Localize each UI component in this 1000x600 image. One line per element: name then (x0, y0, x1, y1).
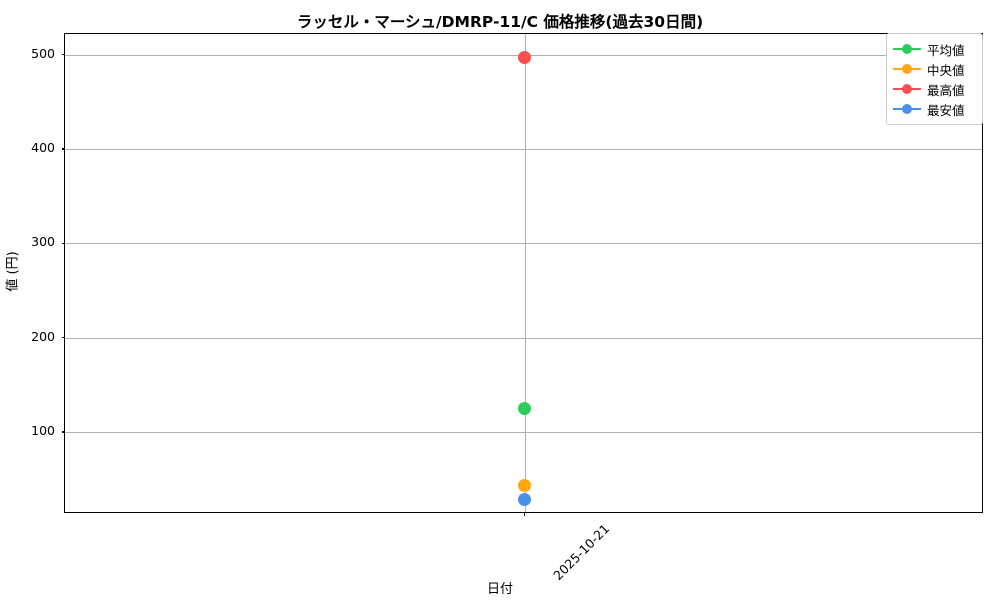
y-tick-label: 400 (31, 140, 55, 156)
legend-marker-icon (893, 102, 921, 116)
chart-legend: 平均値中央値最高値最安値 (886, 33, 983, 125)
legend-marker-icon (893, 42, 921, 56)
y-tick-mark (61, 54, 65, 56)
plot-area (61, 33, 983, 516)
x-axis-label: 日付 (486, 582, 513, 597)
legend-item-3[interactable]: 最高値 (893, 79, 976, 99)
y-axis-label: 値 (円) (5, 251, 21, 292)
legend-marker-icon (893, 62, 921, 76)
y-tick-label: 200 (31, 328, 55, 344)
legend-item-label: 最安値 (927, 102, 965, 118)
y-tick-mark (61, 242, 65, 244)
y-tick-mark (61, 431, 65, 433)
y-tick-mark (61, 148, 65, 150)
legend-item-label: 中央値 (927, 62, 965, 78)
legend-item-label: 最高値 (927, 82, 965, 98)
data-point-marker (518, 401, 531, 415)
gridline-horizontal (65, 149, 982, 151)
legend-item-2[interactable]: 中央値 (893, 59, 976, 79)
data-point-marker (518, 493, 531, 507)
legend-item-1[interactable]: 平均値 (893, 39, 976, 59)
y-tick-mark (61, 337, 65, 339)
x-tick-mark (523, 512, 526, 516)
gridline-vertical (524, 34, 526, 512)
y-tick-label: 100 (31, 422, 55, 438)
y-tick-label: 300 (31, 234, 55, 250)
x-axis-tick-label: 2025-10-21 (549, 521, 612, 583)
data-point-marker (518, 479, 531, 493)
data-point-marker (518, 51, 531, 65)
legend-item-label: 平均値 (927, 42, 965, 58)
gridline-horizontal (65, 431, 982, 433)
y-tick-label: 500 (31, 45, 55, 61)
gridline-horizontal (65, 337, 982, 339)
legend-item-4[interactable]: 最安値 (893, 99, 976, 119)
gridline-horizontal (65, 243, 982, 245)
chart-title: ラッセル・マーシュ/DMRP-11/C 価格推移(過去30日間) (296, 13, 704, 31)
legend-marker-icon (893, 82, 921, 96)
